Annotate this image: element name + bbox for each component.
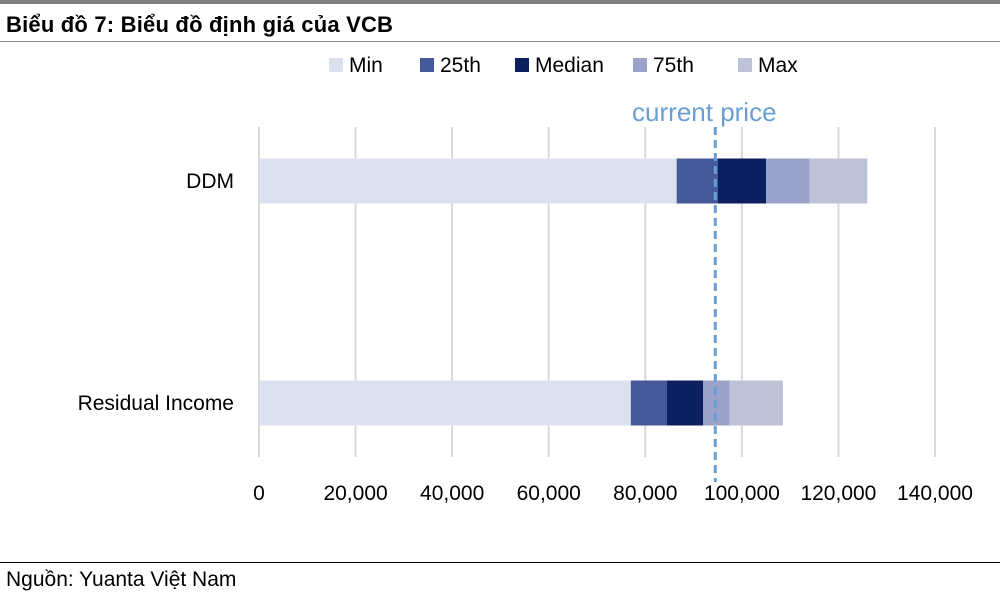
chart-title: Biểu đồ 7: Biểu đồ định giá của VCB [6,12,394,37]
valuation-chart: current price DDM Residual Income 0 20,000… [78,54,973,505]
x-tick-label-7: 140,000 [897,482,973,505]
legend-swatch-75th [633,58,647,72]
legend-label-75th: 75th [653,54,694,77]
legend: Min 25th Median 75th Max [329,54,798,77]
reference-line-group: current price [632,97,777,482]
x-tick-label-3: 60,000 [517,482,581,505]
x-tick-label-4: 80,000 [613,482,677,505]
x-tick-label-1: 20,000 [323,482,387,505]
legend-swatch-25th [420,58,434,72]
bar-ddm-75th [766,158,810,204]
source-note: Nguồn: Yuanta Việt Nam [6,568,237,591]
category-label-ddm: DDM [186,170,234,193]
x-tick-label-0: 0 [253,482,265,505]
legend-label-25th: 25th [440,54,481,77]
legend-label-max: Max [758,54,798,77]
title-divider [0,41,1000,42]
bar-ddm-min [259,158,677,204]
bar-series [259,158,868,426]
category-label-residual-income: Residual Income [78,392,234,415]
x-tick-label-5: 100,000 [704,482,780,505]
category-labels: DDM Residual Income [78,170,234,415]
bottom-rule [0,562,1000,563]
legend-swatch-median [515,58,529,72]
bar-ddm-25th [676,158,718,204]
legend-label-min: Min [349,54,383,77]
x-tick-label-6: 120,000 [800,482,876,505]
legend-swatch-min [329,58,343,72]
current-price-label: current price [632,97,777,127]
bar-residual-income-median [667,380,704,426]
bar-ddm-median [717,158,766,204]
bar-residual-income-min [259,380,631,426]
bar-residual-income-25th [630,380,668,426]
legend-label-median: Median [535,54,604,77]
x-tick-label-2: 40,000 [420,482,484,505]
top-rule [0,0,1000,4]
bar-residual-income-max [729,380,783,426]
x-tick-labels: 0 20,000 40,000 60,000 80,000 100,000 120,000 1… [253,482,973,505]
legend-swatch-max [738,58,752,72]
bar-ddm-max [809,158,868,204]
